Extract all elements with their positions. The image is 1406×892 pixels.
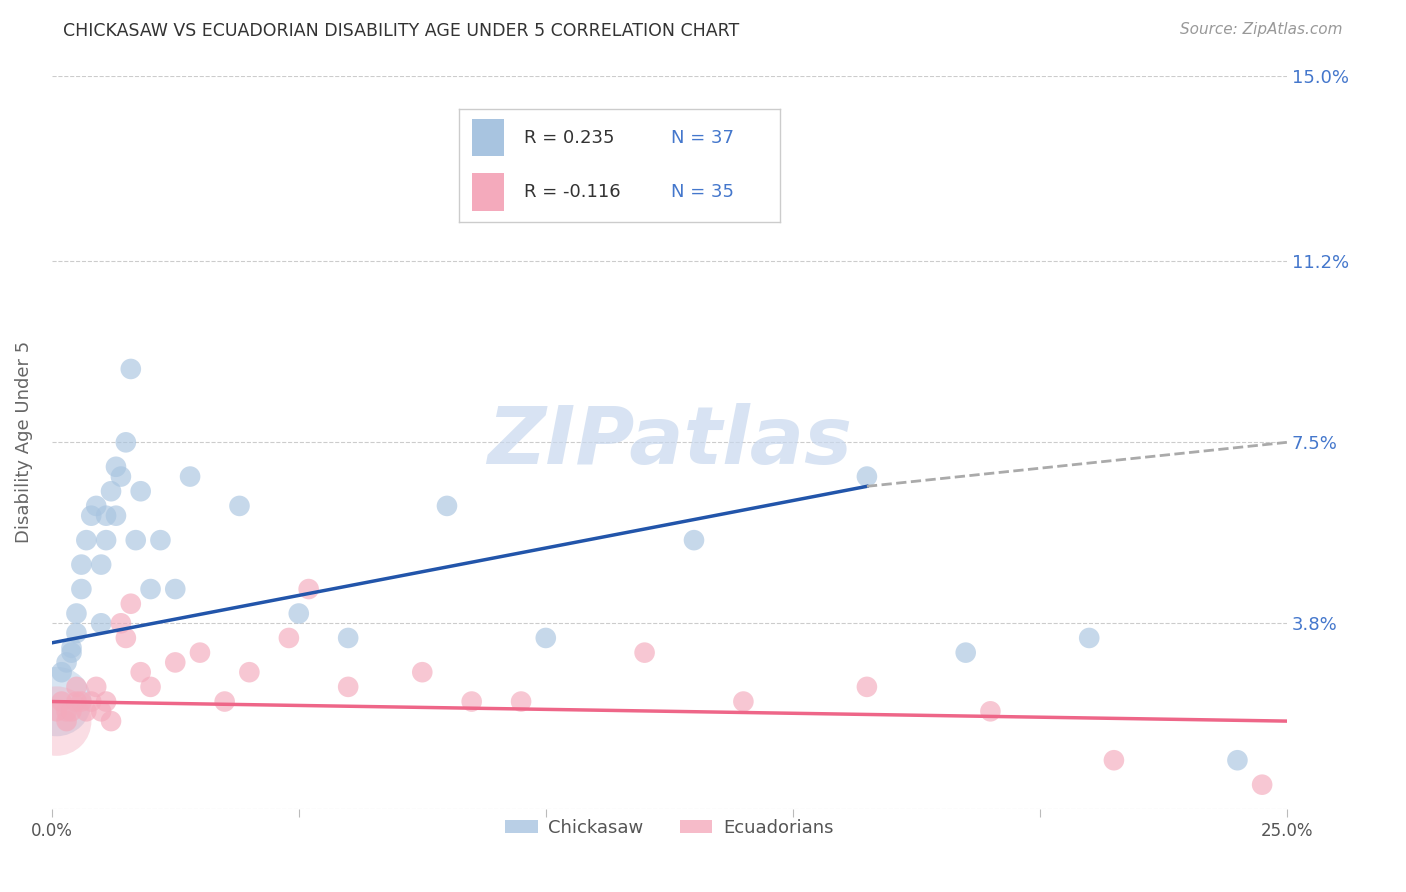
Point	[510, 694, 533, 708]
Point	[94, 694, 117, 708]
Point	[65, 626, 87, 640]
Point	[45, 704, 67, 718]
Point	[214, 694, 236, 708]
Point	[115, 435, 138, 450]
Point	[277, 631, 299, 645]
Point	[337, 631, 360, 645]
Point	[337, 680, 360, 694]
Point	[60, 646, 83, 660]
Point	[75, 533, 97, 548]
Point	[129, 665, 152, 680]
Point	[100, 714, 122, 728]
Point	[94, 508, 117, 523]
Point	[65, 694, 87, 708]
Text: CHICKASAW VS ECUADORIAN DISABILITY AGE UNDER 5 CORRELATION CHART: CHICKASAW VS ECUADORIAN DISABILITY AGE U…	[63, 22, 740, 40]
Point	[45, 714, 67, 728]
Point	[115, 631, 138, 645]
Point	[733, 694, 755, 708]
Point	[1102, 753, 1125, 767]
Point	[51, 665, 73, 680]
Point	[80, 508, 103, 523]
Point	[165, 656, 187, 670]
Point	[75, 704, 97, 718]
Point	[683, 533, 706, 548]
Point	[856, 680, 879, 694]
Point	[65, 680, 87, 694]
Point	[70, 582, 93, 596]
Point	[1078, 631, 1101, 645]
Point	[55, 714, 77, 728]
Point	[165, 582, 187, 596]
Point	[104, 459, 127, 474]
Point	[125, 533, 148, 548]
Point	[90, 704, 112, 718]
Point	[90, 616, 112, 631]
Point	[228, 499, 250, 513]
Point	[94, 533, 117, 548]
Point	[534, 631, 557, 645]
Point	[120, 597, 142, 611]
Point	[633, 646, 655, 660]
Point	[298, 582, 321, 596]
Point	[110, 616, 132, 631]
Point	[104, 508, 127, 523]
Point	[90, 558, 112, 572]
Point	[51, 694, 73, 708]
Point	[955, 646, 977, 660]
Point	[1226, 753, 1249, 767]
Point	[70, 558, 93, 572]
Point	[1251, 778, 1274, 792]
Point	[411, 665, 433, 680]
Point	[238, 665, 260, 680]
Point	[55, 704, 77, 718]
Point	[84, 499, 107, 513]
Legend: Chickasaw, Ecuadorians: Chickasaw, Ecuadorians	[498, 812, 841, 844]
Point	[179, 469, 201, 483]
Point	[436, 499, 458, 513]
Point	[100, 484, 122, 499]
Point	[60, 704, 83, 718]
Point	[287, 607, 309, 621]
Point	[120, 362, 142, 376]
Point	[55, 656, 77, 670]
Point	[45, 694, 67, 708]
Point	[139, 582, 162, 596]
Point	[84, 680, 107, 694]
Text: ZIPatlas: ZIPatlas	[486, 403, 852, 482]
Point	[65, 607, 87, 621]
Point	[139, 680, 162, 694]
Point	[110, 469, 132, 483]
Point	[188, 646, 211, 660]
Point	[856, 469, 879, 483]
Point	[979, 704, 1001, 718]
Point	[70, 694, 93, 708]
Text: Source: ZipAtlas.com: Source: ZipAtlas.com	[1180, 22, 1343, 37]
Point	[460, 694, 482, 708]
Y-axis label: Disability Age Under 5: Disability Age Under 5	[15, 342, 32, 543]
Point	[149, 533, 172, 548]
Point	[129, 484, 152, 499]
Point	[80, 694, 103, 708]
Point	[60, 640, 83, 655]
